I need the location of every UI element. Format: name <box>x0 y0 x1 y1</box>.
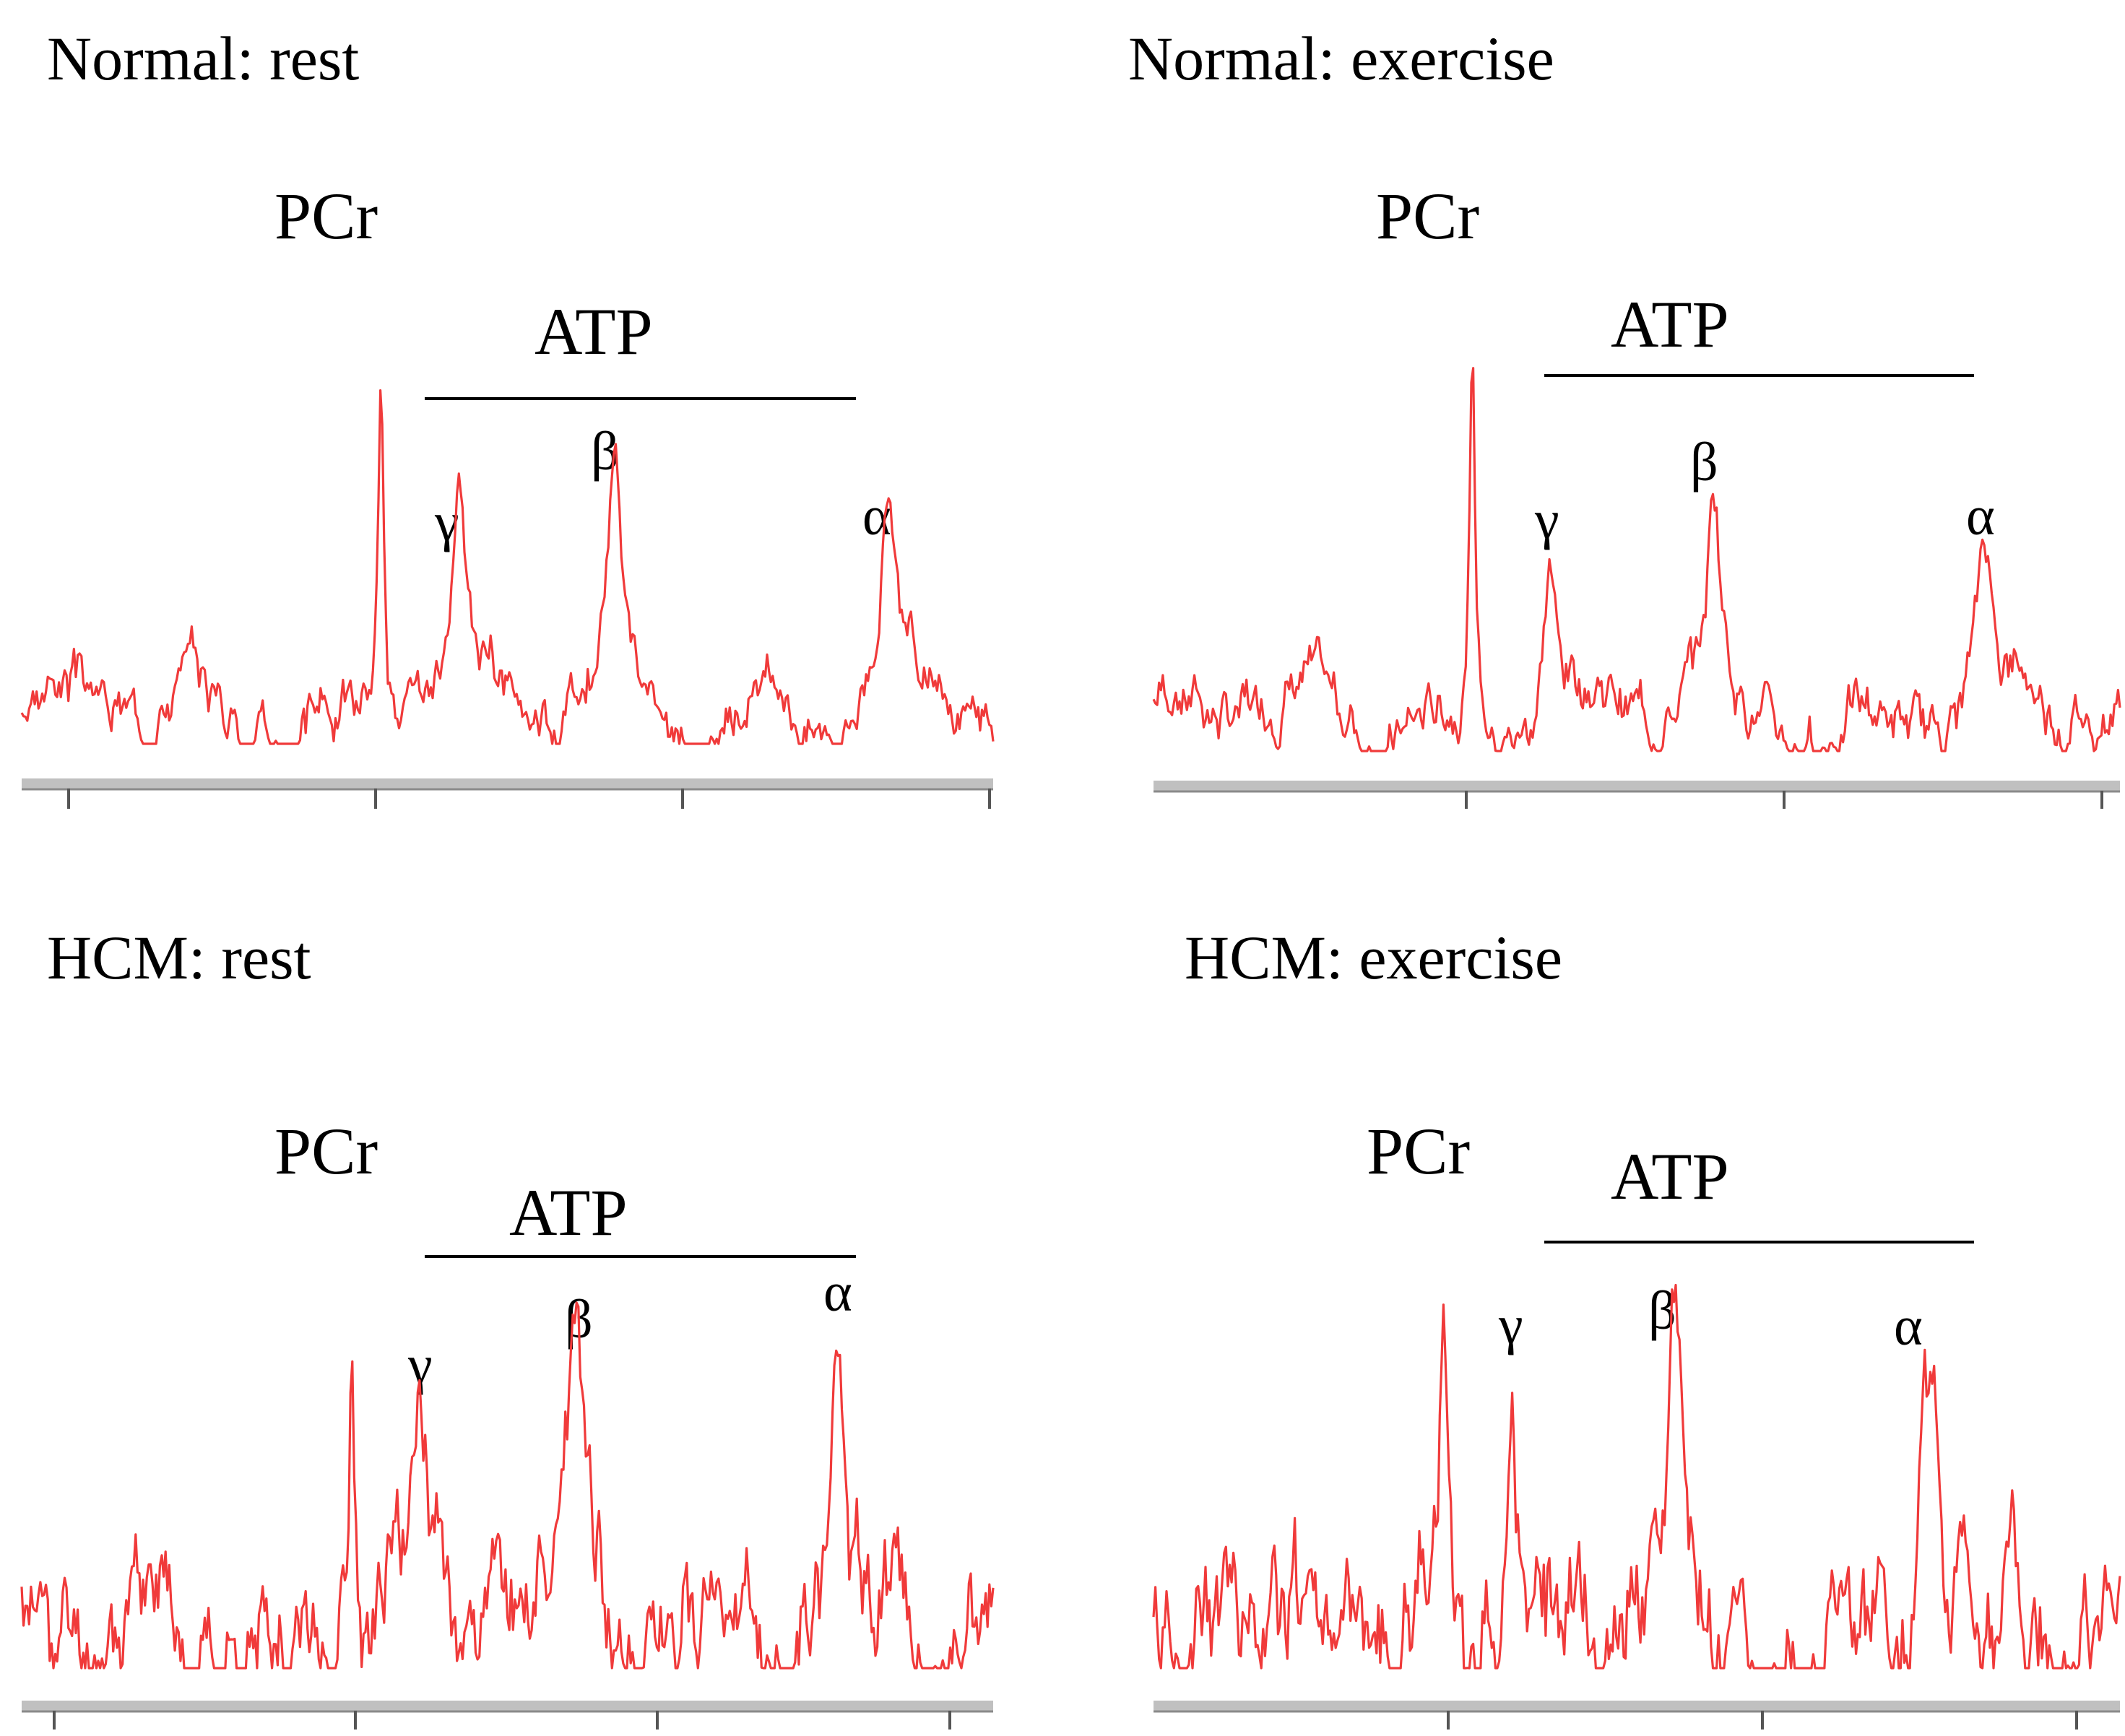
baseline-ticks <box>53 1711 951 1730</box>
atp-label: ATP <box>535 295 653 368</box>
spectrum-line <box>1152 1283 2121 1670</box>
spectrum-line <box>20 1301 995 1670</box>
panel-hcm-rest: HCM: rest PCr ATP γ β α <box>20 923 995 1730</box>
panel-normal-exercise: Normal: exercise PCr ATP γ β α <box>1128 24 2121 809</box>
pcr-label: PCr <box>274 179 378 253</box>
panel-title: Normal: rest <box>47 24 359 93</box>
panel-hcm-exercise: HCM: exercise PCr ATP γ β α <box>1152 923 2121 1730</box>
atp-label: ATP <box>509 1176 628 1249</box>
panel-normal-rest: Normal: rest PCr ATP γ β α <box>20 24 995 809</box>
panel-title: HCM: exercise <box>1185 923 1562 992</box>
panel-title: HCM: rest <box>47 923 311 992</box>
spectrum-line <box>1152 367 2121 752</box>
alpha-label: α <box>1966 486 1995 547</box>
pcr-label: PCr <box>1367 1114 1470 1188</box>
pcr-label: PCr <box>274 1114 378 1188</box>
baseline-ticks <box>67 789 991 809</box>
baseline-ticks <box>1447 1711 2078 1730</box>
panel-title: Normal: exercise <box>1128 24 1554 93</box>
gamma-label: γ <box>1498 1295 1523 1355</box>
pcr-label: PCr <box>1376 179 1479 253</box>
beta-label: β <box>1690 432 1718 492</box>
gamma-label: γ <box>1534 490 1559 550</box>
alpha-label: α <box>862 486 891 547</box>
alpha-label: α <box>1894 1296 1923 1357</box>
baseline-ticks <box>1465 791 2103 809</box>
alpha-label: α <box>823 1262 852 1323</box>
spectrum-line <box>20 389 995 745</box>
atp-label: ATP <box>1611 287 1729 361</box>
atp-label: ATP <box>1611 1140 1729 1213</box>
